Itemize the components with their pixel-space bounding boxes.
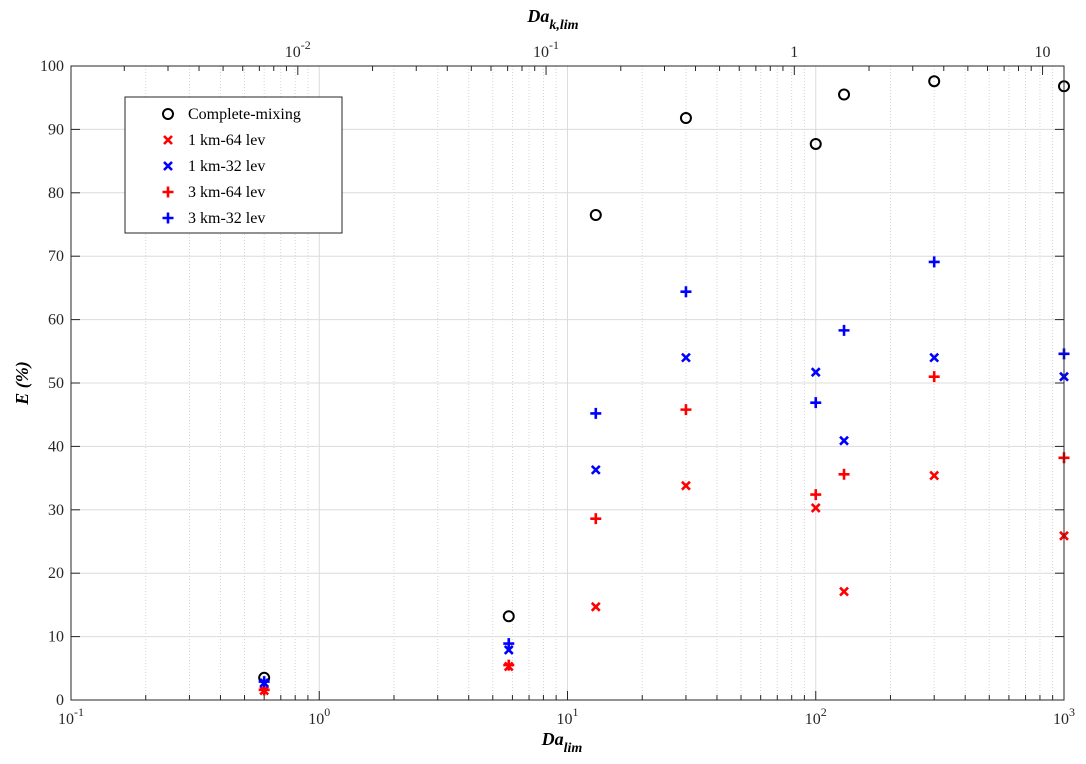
data-point-complete-mixing — [679, 111, 692, 124]
x-tick-labels: 10-1 100 101 102 103 — [58, 705, 1075, 728]
top-tick-label-base: 10 — [285, 44, 301, 61]
legend-marker-3-km-32-lev — [162, 212, 174, 224]
legend-label-1-km-64-lev: 1 km-64 lev — [188, 132, 265, 149]
x-tick-label: 10-1 — [58, 705, 84, 728]
data-point-3-km-32-lev — [680, 286, 692, 298]
data-point-1-km-64-lev — [810, 502, 821, 513]
data-point-3-km-32-lev — [838, 324, 850, 336]
data-point-3-km-32-lev — [258, 676, 270, 688]
y-tick-label: 100 — [40, 58, 64, 75]
data-point-complete-mixing — [502, 610, 515, 623]
data-point-3-km-64-lev — [838, 468, 850, 480]
x-tick-label: 101 — [557, 705, 579, 728]
tick-marks — [70, 65, 1065, 701]
x-tick-label-exponent: 3 — [1069, 705, 1075, 719]
top-axis-label-subscript: k,lim — [549, 18, 578, 33]
y-tick-label: 50 — [48, 375, 64, 392]
legend-marker-1-km-64-lev — [163, 135, 173, 145]
y-tick-label: 10 — [48, 629, 64, 646]
data-point-3-km-32-lev — [928, 256, 940, 268]
series-3-km-32-lev — [258, 256, 1070, 688]
data-point-complete-mixing — [809, 137, 822, 150]
x-tick-label-base: 10 — [1053, 711, 1069, 728]
data-point-1-km-32-lev — [681, 352, 691, 363]
data-point-3-km-32-lev — [590, 407, 602, 419]
x-tick-label-base: 10 — [557, 711, 573, 728]
data-point-1-km-32-lev — [810, 367, 821, 378]
data-point-1-km-32-lev — [929, 352, 940, 363]
y-tick-label: 90 — [48, 121, 64, 138]
x-tick-label-exponent: 2 — [821, 705, 827, 719]
data-point-3-km-64-lev — [590, 513, 602, 525]
top-tick-label: 10-2 — [285, 38, 311, 61]
top-tick-label: 10-1 — [533, 38, 559, 61]
y-tick-labels: 0 10 20 30 40 50 60 70 80 90 100 — [40, 58, 64, 709]
data-point-3-km-32-lev — [503, 638, 515, 650]
x-tick-label-base: 10 — [58, 711, 74, 728]
data-point-3-km-64-lev — [810, 489, 822, 501]
x-tick-label-exponent: -1 — [74, 705, 84, 719]
data-point-complete-mixing — [928, 75, 941, 88]
data-point-1-km-64-lev — [681, 480, 691, 491]
data-point-complete-mixing — [838, 88, 851, 101]
x-tick-label: 102 — [805, 705, 827, 728]
data-point-1-km-64-lev — [590, 601, 601, 612]
top-tick-label-exponent: -1 — [549, 38, 559, 52]
top-tick-label-base: 10 — [533, 44, 549, 61]
legend-marker-1-km-32-lev — [163, 161, 173, 171]
data-point-1-km-32-lev — [590, 464, 601, 475]
x-tick-label-exponent: 1 — [573, 705, 579, 719]
legend-label-3-km-32-lev: 3 km-32 lev — [188, 210, 265, 227]
plot-frame — [70, 65, 1065, 701]
legend-box — [124, 96, 343, 234]
y-tick-label: 60 — [48, 312, 64, 329]
legend-marker-3-km-64-lev — [162, 186, 174, 198]
x-tick-label: 100 — [308, 705, 330, 728]
legend-label-3-km-64-lev: 3 km-64 lev — [188, 184, 265, 201]
top-tick-label: 1 — [790, 44, 798, 61]
data-point-3-km-64-lev — [680, 404, 692, 416]
x-axis-label-main: Da — [541, 729, 564, 749]
top-tick-label: 10 — [1035, 44, 1051, 61]
legend: Complete-mixing 1 km-64 lev 1 km-32 lev 3 k… — [124, 96, 343, 234]
legend-marker-complete-mixing — [162, 108, 174, 120]
top-axis-label: Dak,lim — [526, 6, 578, 33]
data-point-3-km-64-lev — [503, 659, 515, 671]
x-axis-label-subscript: lim — [564, 741, 583, 756]
y-tick-label: 80 — [48, 185, 64, 202]
data-point-1-km-32-lev — [503, 644, 514, 655]
y-tick-label: 30 — [48, 502, 64, 519]
legend-label-1-km-32-lev: 1 km-32 lev — [188, 158, 265, 175]
y-tick-label: 0 — [56, 692, 64, 709]
x-axis-label: Dalim — [541, 729, 583, 756]
data-point-1-km-32-lev — [839, 435, 849, 446]
top-tick-labels: 10-2 10-1 1 10 — [285, 38, 1051, 61]
top-tick-label-exponent: -2 — [301, 38, 311, 52]
y-tick-label: 20 — [48, 565, 64, 582]
top-axis-label-main: Da — [526, 6, 549, 26]
x-tick-label-base: 10 — [308, 711, 324, 728]
data-point-complete-mixing — [589, 208, 602, 221]
data-point-3-km-32-lev — [810, 397, 822, 409]
data-point-1-km-64-lev — [839, 586, 849, 597]
y-tick-label: 40 — [48, 438, 64, 455]
y-tick-label: 70 — [48, 248, 64, 265]
legend-label-complete-mixing: Complete-mixing — [188, 106, 301, 123]
x-tick-label: 103 — [1053, 705, 1075, 728]
x-tick-label-base: 10 — [805, 711, 821, 728]
data-point-1-km-64-lev — [929, 470, 940, 481]
series-complete-mixing — [258, 75, 1070, 684]
data-point-3-km-64-lev — [928, 371, 940, 383]
series-3-km-64-lev — [258, 371, 1070, 696]
x-tick-label-exponent: 0 — [324, 705, 330, 719]
y-axis-label: E (%) — [12, 361, 33, 406]
